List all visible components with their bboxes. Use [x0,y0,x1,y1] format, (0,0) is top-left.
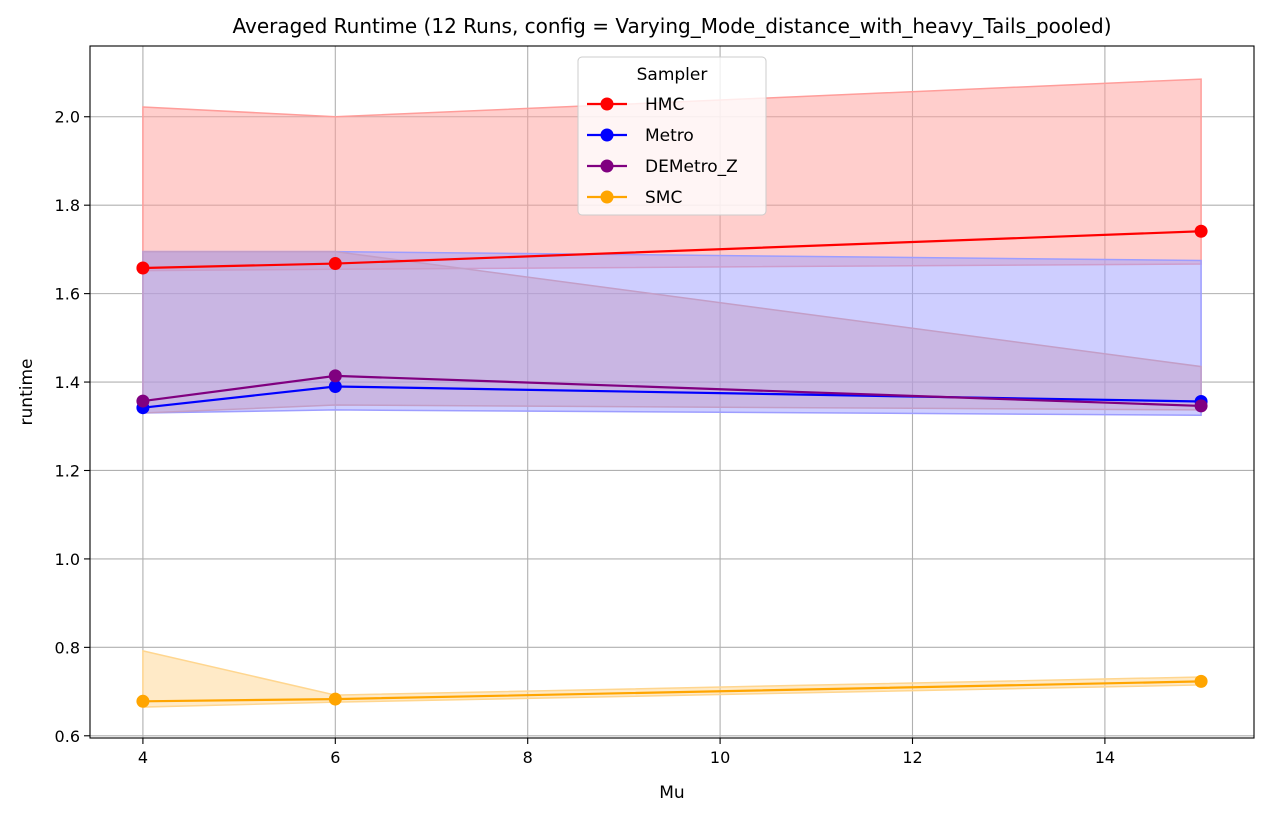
y-tick-label: 1.6 [55,285,80,304]
y-tick-label: 0.6 [55,727,80,746]
x-tick-label: 6 [330,748,340,767]
x-axis-label: Mu [659,783,684,803]
y-tick-label: 2.0 [55,108,80,127]
y-tick-label: 1.4 [55,373,80,392]
y-tick-label: 1.2 [55,461,80,480]
legend-marker-demetro-z [600,159,614,173]
legend-marker-hmc [600,97,614,111]
x-tick-label: 12 [902,748,922,767]
x-tick-label: 14 [1095,748,1115,767]
legend-label-smc: SMC [645,188,682,208]
legend: Sampler HMC Metro DEMetro_Z SMC [577,56,767,216]
point-hmc [136,261,150,275]
point-demetro-z [136,394,150,408]
confidence-bands [142,78,1202,708]
point-hmc [1194,224,1208,238]
point-smc [328,692,342,706]
x-tick-label: 4 [138,748,148,767]
legend-label-metro: Metro [645,126,694,146]
legend-marker-smc [600,190,614,204]
legend-box [577,56,767,216]
y-axis: 0.6 0.8 1.0 1.2 1.4 1.6 1.8 2.0 [55,108,90,746]
legend-items: HMC Metro DEMetro_Z SMC [587,95,738,208]
point-metro [328,379,342,393]
y-tick-label: 1.8 [55,196,80,215]
point-hmc [328,257,342,271]
y-axis-label: runtime [17,359,37,426]
legend-label-hmc: HMC [645,95,684,115]
legend-label-demetro-z: DEMetro_Z [645,157,738,177]
point-smc [136,694,150,708]
legend-title: Sampler [637,65,708,85]
y-tick-label: 0.8 [55,638,80,657]
x-axis: 4 6 8 10 12 14 [138,738,1115,767]
point-demetro-z [328,369,342,383]
x-tick-label: 10 [710,748,730,767]
point-demetro-z [1194,399,1208,413]
x-tick-label: 8 [523,748,533,767]
chart-title: Averaged Runtime (12 Runs, config = Vary… [232,14,1111,38]
legend-marker-metro [600,128,614,142]
point-smc [1194,674,1208,688]
y-tick-label: 1.0 [55,550,80,569]
plot-frame [89,45,1255,739]
series-markers [136,224,1208,708]
